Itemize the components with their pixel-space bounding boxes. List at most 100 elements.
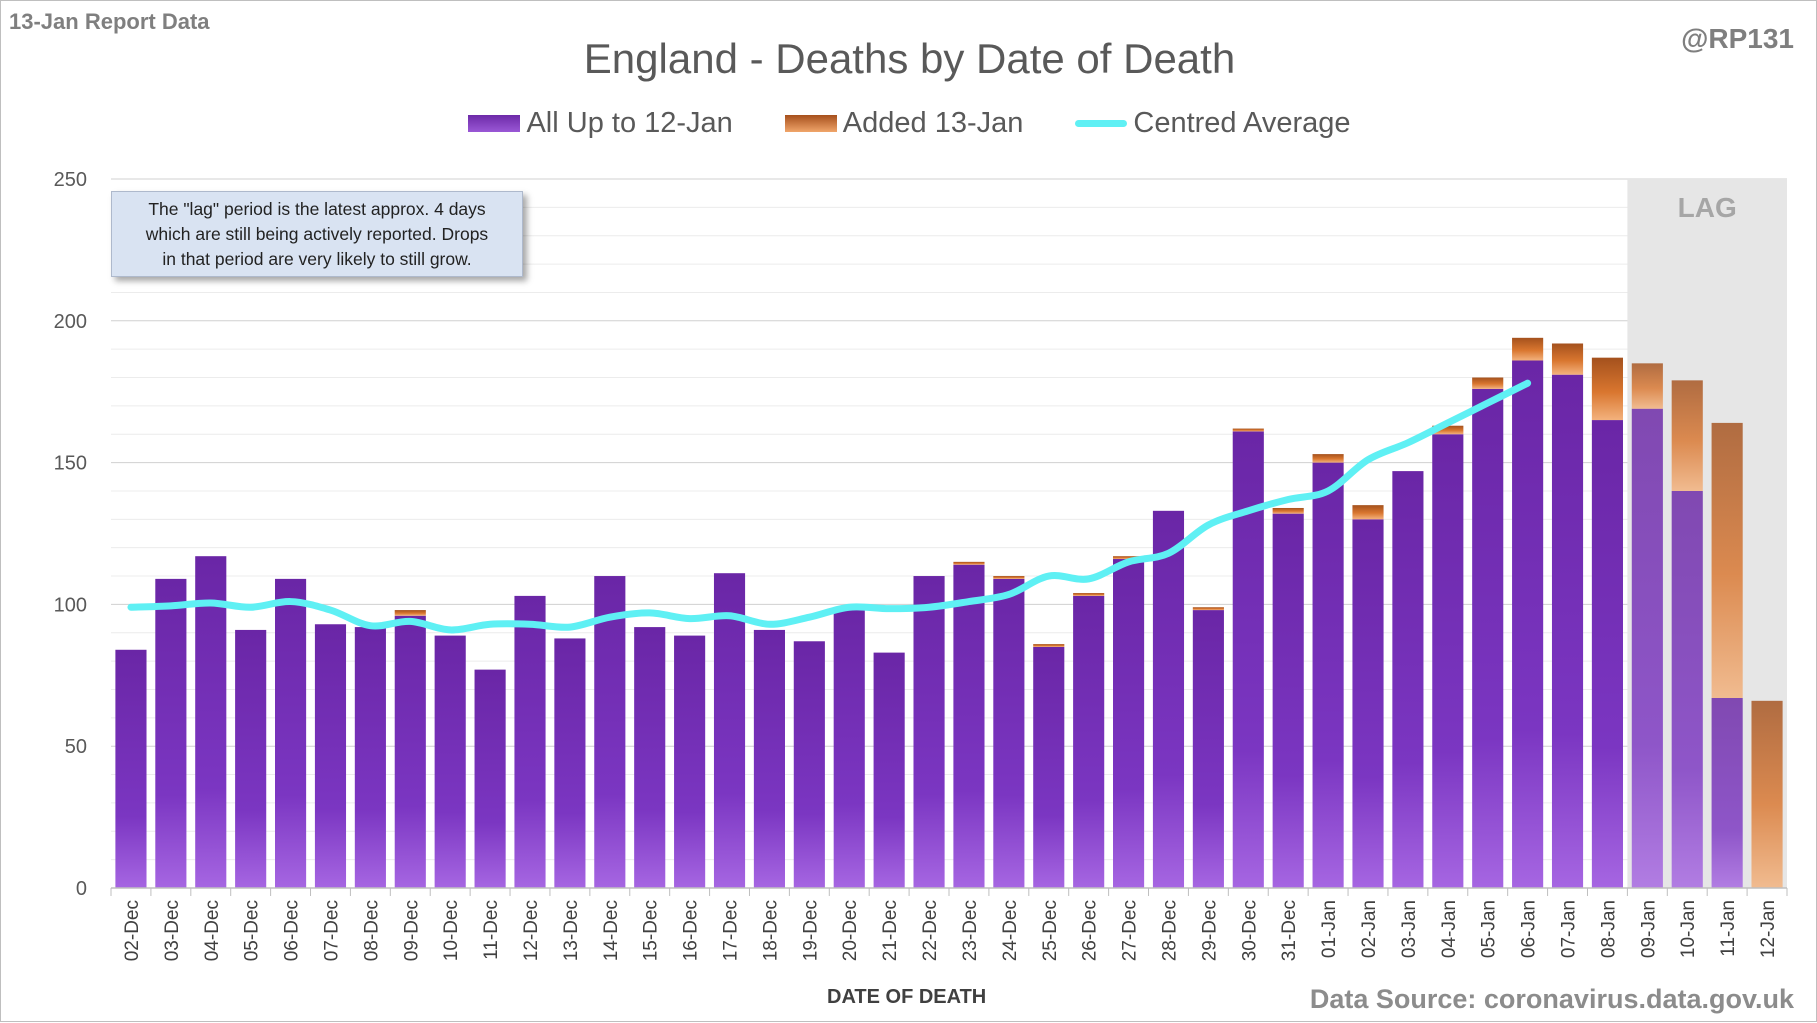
lag-note-box: The "lag" period is the latest approx. 4… — [111, 191, 523, 277]
bar-all-up-to-12-jan — [1192, 610, 1224, 888]
x-tick-label: 18-Dec — [760, 900, 781, 961]
bar-all-up-to-12-jan — [713, 573, 746, 888]
bar-added-13-jan — [1671, 380, 1703, 491]
y-tick-label: 200 — [54, 311, 87, 333]
x-tick-label: 30-Dec — [1239, 900, 1260, 961]
bar-all-up-to-12-jan — [1272, 513, 1304, 888]
data-source: Data Source: coronavirus.data.gov.uk — [1309, 984, 1794, 1014]
x-tick-label: 10-Jan — [1678, 900, 1699, 958]
bar-all-up-to-12-jan — [195, 556, 227, 888]
bar-all-up-to-12-jan — [1671, 490, 1703, 888]
bar-all-up-to-12-jan — [554, 638, 586, 888]
bar-added-13-jan — [1472, 377, 1504, 389]
x-tick-label: 28-Dec — [1159, 900, 1180, 961]
y-tick-label: 0 — [76, 878, 87, 900]
bar-added-13-jan — [1192, 607, 1224, 611]
bar-added-13-jan — [1033, 644, 1065, 647]
bar-all-up-to-12-jan — [793, 641, 825, 888]
bar-all-up-to-12-jan — [514, 595, 546, 888]
centred-average-line — [127, 379, 1532, 634]
x-tick-label: 12-Dec — [521, 900, 542, 961]
author-handle: @RP131 — [1681, 23, 1794, 54]
bar-all-up-to-12-jan — [1232, 431, 1264, 888]
bar-all-up-to-12-jan — [1631, 408, 1663, 888]
x-tick-label: 21-Dec — [880, 900, 901, 961]
bar-all-up-to-12-jan — [394, 615, 426, 888]
bar-all-up-to-12-jan — [434, 635, 466, 888]
note-line-1: The "lag" period is the latest approx. 4… — [148, 199, 486, 219]
bar-all-up-to-12-jan — [833, 607, 865, 888]
x-tick-label: 31-Dec — [1279, 900, 1300, 961]
bar-all-up-to-12-jan — [913, 576, 945, 888]
x-tick-label: 02-Dec — [122, 900, 143, 961]
bar-all-up-to-12-jan — [1392, 471, 1424, 888]
bar-all-up-to-12-jan — [275, 578, 307, 888]
x-tick-label: 27-Dec — [1120, 900, 1141, 961]
bar-all-up-to-12-jan — [1551, 374, 1584, 889]
legend-label-average: Centred Average — [1133, 107, 1351, 139]
bar-all-up-to-12-jan — [873, 652, 905, 888]
bar-all-up-to-12-jan — [1152, 510, 1185, 888]
bar-added-13-jan — [1312, 454, 1344, 463]
bar-added-13-jan — [1432, 425, 1464, 435]
x-tick-label: 17-Dec — [721, 900, 742, 961]
chart-legend: All Up to 12-Jan Added 13-Jan Centred Av… — [1, 107, 1817, 140]
x-tick-label: 03-Jan — [1399, 900, 1420, 958]
bar-all-up-to-12-jan — [1711, 697, 1743, 888]
bar-added-13-jan — [1272, 507, 1304, 514]
report-date-label: 13-Jan Report Data — [9, 9, 210, 34]
x-tick-label: 19-Dec — [800, 900, 821, 961]
legend-item-added: Added 13-Jan — [784, 107, 1023, 140]
bar-all-up-to-12-jan — [953, 564, 985, 888]
bar-all-up-to-12-jan — [1312, 462, 1344, 888]
bar-added-13-jan — [1711, 422, 1743, 698]
x-tick-label: 23-Dec — [960, 900, 981, 961]
x-tick-label: 15-Dec — [641, 900, 662, 961]
x-tick-label: 01-Jan — [1319, 900, 1340, 958]
x-tick-label: 05-Jan — [1479, 900, 1500, 958]
legend-item-all: All Up to 12-Jan — [468, 107, 733, 140]
bar-added-13-jan — [1232, 428, 1264, 432]
x-tick-label: 26-Dec — [1080, 900, 1101, 961]
x-tick-label: 07-Jan — [1559, 900, 1580, 958]
bar-all-up-to-12-jan — [1512, 360, 1544, 888]
legend-label-all: All Up to 12-Jan — [526, 107, 733, 139]
legend-swatch-orange — [784, 115, 837, 132]
x-tick-label: 25-Dec — [1040, 900, 1061, 961]
x-tick-label: 09-Dec — [401, 900, 422, 961]
y-tick-label: 100 — [54, 594, 87, 616]
bar-all-up-to-12-jan — [674, 635, 706, 888]
bar-all-up-to-12-jan — [753, 629, 785, 888]
x-tick-label: 08-Dec — [361, 900, 382, 961]
x-tick-label: 09-Jan — [1638, 900, 1659, 958]
legend-swatch-line — [1075, 120, 1128, 127]
bar-all-up-to-12-jan — [314, 624, 347, 888]
bar-added-13-jan — [953, 561, 985, 565]
x-tick-label: 04-Dec — [202, 900, 223, 961]
bar-added-13-jan — [1352, 505, 1384, 520]
bar-all-up-to-12-jan — [1033, 646, 1065, 888]
bar-added-13-jan — [1512, 337, 1544, 361]
x-tick-label: 29-Dec — [1199, 900, 1220, 961]
bar-added-13-jan — [1073, 593, 1105, 596]
x-tick-label: 06-Jan — [1519, 900, 1540, 958]
bar-all-up-to-12-jan — [235, 629, 267, 888]
bar-all-up-to-12-jan — [1352, 519, 1384, 888]
x-tick-label: 05-Dec — [242, 900, 263, 961]
bar-all-up-to-12-jan — [634, 627, 666, 888]
x-tick-label: 08-Jan — [1598, 900, 1619, 958]
legend-item-average: Centred Average — [1075, 107, 1351, 140]
bar-all-up-to-12-jan — [1432, 434, 1464, 888]
x-tick-label: 04-Jan — [1439, 900, 1460, 958]
x-tick-label: 07-Dec — [321, 900, 342, 961]
x-tick-label: 13-Dec — [561, 900, 582, 961]
bar-added-13-jan — [1751, 700, 1783, 888]
lag-label: LAG — [1678, 192, 1737, 223]
bar-all-up-to-12-jan — [354, 627, 386, 888]
bar-all-up-to-12-jan — [1472, 388, 1504, 888]
x-tick-label: 02-Jan — [1359, 900, 1380, 958]
bar-all-up-to-12-jan — [115, 649, 147, 888]
bar-all-up-to-12-jan — [1113, 559, 1145, 888]
y-tick-label: 250 — [54, 169, 87, 191]
